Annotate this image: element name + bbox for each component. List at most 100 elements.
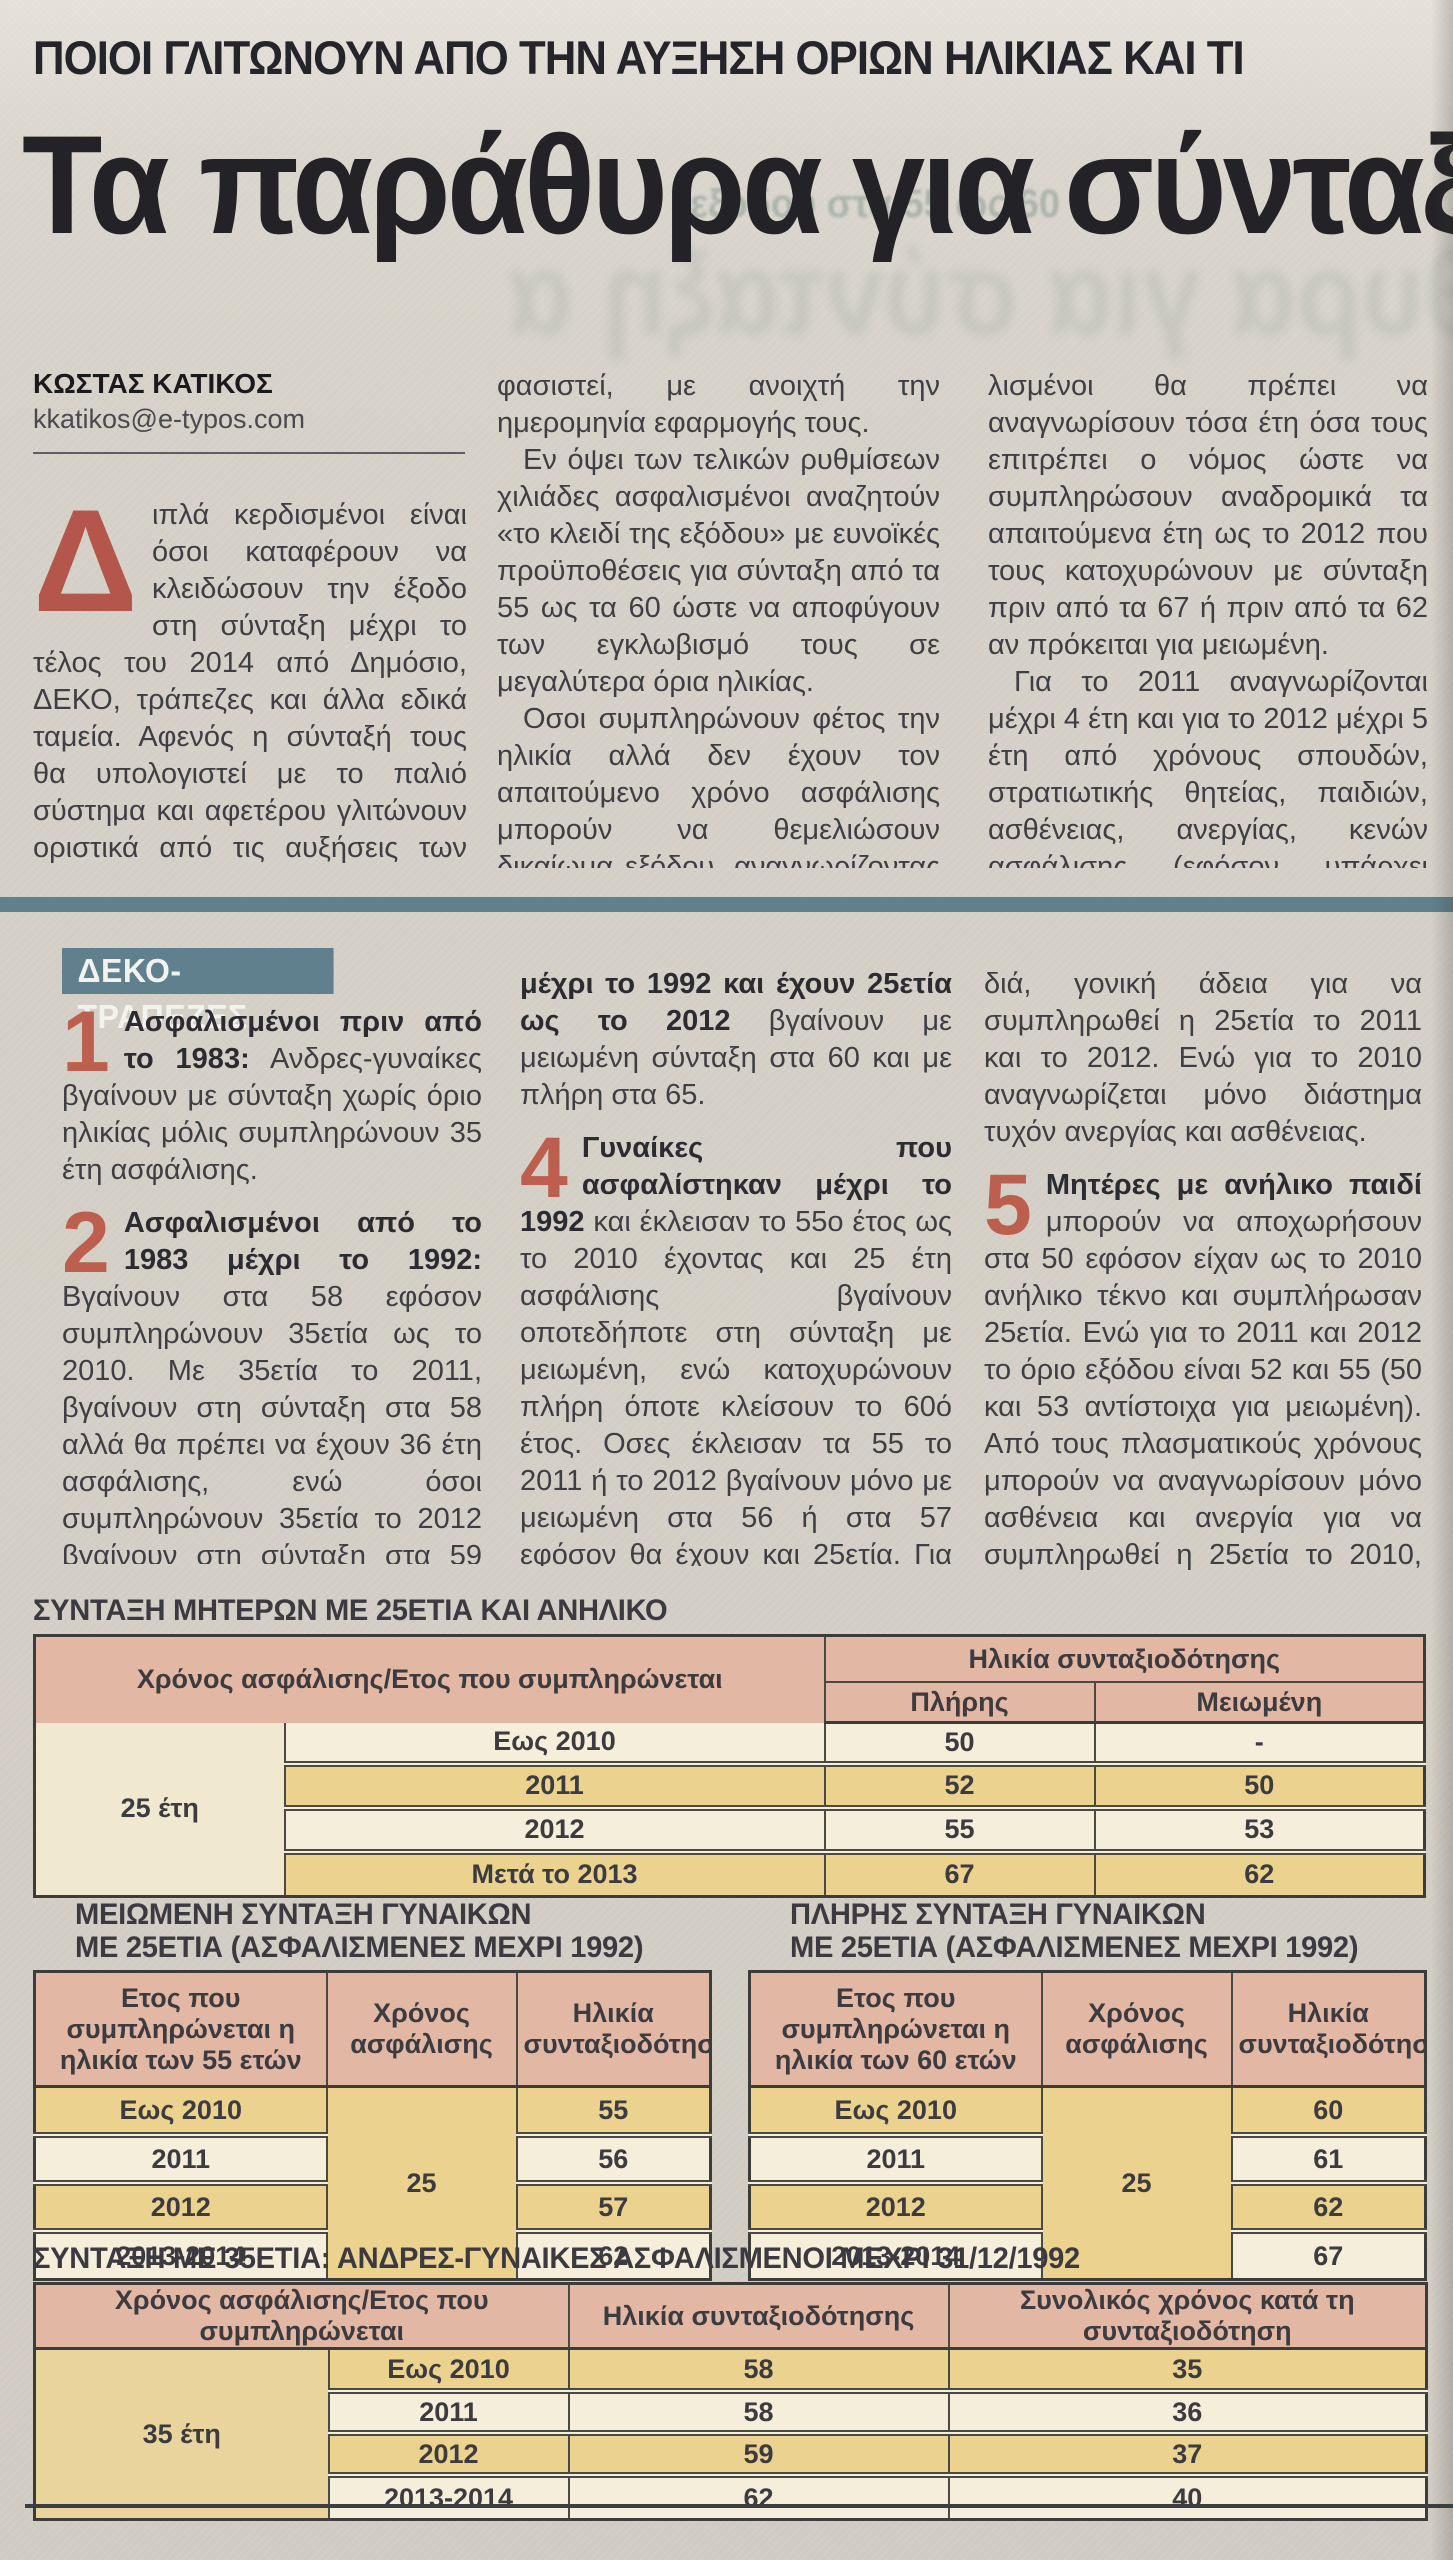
header-cell: Ηλικία συνταξιοδότησης [1230,1971,1427,2088]
list-item: διά, γονική άδεια για να συμπληρωθεί η 2… [984,966,1422,1151]
value-cell: 53 [1093,1804,1426,1852]
item-body: διά, γονική άδεια για να συμπληρωθεί η 2… [984,968,1422,1148]
table-full-women: Ετος που συμπληρώνεται η ηλικία των 60 ε… [748,1970,1427,2281]
ghost-bleed-text: εξόδου στα 55 ως 60 [690,182,1060,226]
article-paragraph: Οσοι συμπληρώνουν φέτος την ηλικία αλλά … [497,703,940,868]
table-row: Εως 2010 25 60 [748,2086,1427,2280]
year-cell: 2012 [327,2430,570,2475]
value-cell: 37 [947,2430,1428,2475]
table-title-full-women: ΠΛΗΡΗΣ ΣΥΝΤΑΞΗ ΓΥΝΑΙΚΩΝ ΜΕ 25ΕΤΙΑ (ΑΣΦΑΛ… [790,1898,1359,1964]
value-cell: 62 [1230,2180,1427,2231]
list-item: μέχρι το 1992 και έχουν 25ετία ως το 201… [520,966,952,1114]
info-box-column-3: διά, γονική άδεια για να συμπληρωθεί η 2… [984,966,1422,1578]
table-title-35years: ΣΥΝΤΑΞΗ ΜΕ 35ΕΤΙΑ: ΑΝΔΡΕΣ-ΓΥΝΑΙΚΕΣ ΑΣΦΑΛ… [33,2242,1080,2275]
item-number: 4 [520,1120,568,1216]
header-cell: Χρόνος ασφάλισης/Ετος που συμπληρώνεται [33,2283,570,2350]
year-cell: 2012 [748,2180,1043,2231]
value-cell: 58 [567,2348,950,2391]
value-cell: 56 [515,2132,712,2183]
value-cell: 61 [1230,2132,1427,2183]
value-cell: 58 [567,2388,950,2433]
article-column-3: λισμένοι θα πρέπει να αναγνωρίσουν τόσα … [988,368,1428,868]
header-cell: Ηλικία συνταξιοδότησης [823,1635,1426,1682]
year-cell: 2012 [283,1804,826,1852]
item-number: 2 [62,1195,110,1291]
header-cell: Ηλικία συνταξιοδότησης [567,2283,950,2350]
article-paragraph: φασιστεί, με ανοιχτή την ημερομηνία εφαρ… [497,370,940,439]
list-item: 1 Ασφαλισμένοι πριν από το 1983: Ανδρες-γ… [62,1004,482,1189]
table-row: 2011 61 [748,2132,1427,2183]
value-cell: 50 [823,1722,1096,1764]
table-row: 2011 56 [33,2132,712,2183]
byline-email: kkatikos@e-typos.com [33,404,305,434]
drop-cap: Δ [33,497,138,642]
table-row: 35 έτη Εως 2010 58 35 [33,2348,1428,2520]
table-row: 2012 55 53 [35,1804,1426,1852]
item-lead: Ασφαλισμένοι πριν από το 1983: [123,1006,482,1075]
section-divider-bar [0,897,1453,912]
title-line: ΜΕ 25ΕΤΙΑ (ΑΣΦΑΛΙΣΜΕΝΕΣ ΜΕΧΡΙ 1992) [790,1931,1359,1964]
value-cell: 62 [567,2472,950,2520]
value-cell: 50 [1093,1760,1426,1808]
article-text: ιπλά κερδισμένοι είναι όσοι καταφέρουν ν… [33,499,467,864]
table-row: 25 έτη Εως 2010 50 - [33,1722,1426,1896]
value-cell: 57 [515,2180,712,2231]
time-cell: 25 [1040,2086,1233,2280]
list-item: 2 Ασφαλισμένοι από το 1983 μέχρι το 1992:… [62,1195,482,1564]
value-cell: - [1093,1722,1426,1764]
header-cell: Συνολικός χρόνος κατά τη συνταξιοδότηση [947,2283,1428,2350]
item-lead: Ασφαλισμένοι από το 1983 μέχρι το 1992: [123,1207,482,1276]
table-35years: Χρόνος ασφάλισης/Ετος που συμπληρώνεται … [33,2282,1429,2521]
year-cell: 2012 [33,2180,328,2231]
table-mothers: Χρόνος ασφάλισης/Ετος που συμπληρώνεται … [33,1634,1427,1898]
table-row: 2012 59 37 [35,2430,1428,2475]
header-cell: Μειωμένη [1093,1681,1426,1724]
table-row: 2013-2014 62 40 [35,2472,1428,2520]
article-paragraph: λισμένοι θα πρέπει να αναγνωρίσουν τόσα … [988,370,1428,661]
year-cell: Εως 2010 [327,2348,570,2391]
item-body: και έκλεισαν το 55ο έτος ως το 2010 έχον… [520,1206,952,1566]
value-cell: 40 [947,2472,1428,2520]
article-paragraph: Για το 2011 αναγνωρίζονται μέχρι 4 έτη κ… [988,664,1428,868]
header-cell: Ηλικία συνταξιοδότησης [515,1971,712,2088]
header-cell: Ετος που συμπληρώνεται η ηλικία των 55 ε… [33,1971,328,2088]
value-cell: 59 [567,2430,950,2475]
value-cell: 67 [823,1848,1096,1896]
year-cell: 2013-2014 [33,2228,328,2280]
year-cell: Εως 2010 [33,2086,328,2135]
table-title-mothers: ΣΥΝΤΑΞΗ ΜΗΤΕΡΩΝ ΜΕ 25ΕΤΙΑ ΚΑΙ ΑΝΗΛΙΚΟ [33,1594,668,1627]
item-body: βγαίνουν με μειωμένη σύνταξη στα 60 και … [520,1005,952,1111]
table-row: 2011 52 50 [35,1760,1426,1808]
article-paragraph: Εν όψει των τελικών ρυθμίσεων χιλιάδες α… [497,444,940,698]
value-cell: 52 [823,1760,1096,1808]
byline-author: ΚΩΣΤΑΣ ΚΑΤΙΚΟΣ [33,368,273,399]
table-title-reduced-women: ΜΕΙΩΜΕΝΗ ΣΥΝΤΑΞΗ ΓΥΝΑΙΚΩΝ ΜΕ 25ΕΤΙΑ (ΑΣΦ… [75,1898,644,1964]
year-cell: Εως 2010 [748,2086,1043,2135]
value-cell: 67 [1230,2228,1427,2280]
year-cell: 2013-2014 [748,2228,1043,2280]
article-text: Για το 2011 αναγνωρίζονται μέχρι 4 έτη κ… [988,666,1428,868]
byline-divider [33,452,465,454]
title-line: ΜΕ 25ΕΤΙΑ (ΑΣΦΑΛΙΣΜΕΝΕΣ ΜΕΧΡΙ 1992) [75,1931,644,1964]
time-cell: 25 [325,2086,518,2280]
table-row: 2011 58 36 [35,2388,1428,2433]
info-box-title: ΔΕΚΟ-ΤΡΑΠΕΖΕΣ [62,948,334,1035]
value-cell: 62 [1093,1848,1426,1896]
item-body: Ανδρες-γυναίκες βγαίνουν με σύνταξη χωρί… [62,1043,482,1186]
table-row: 2012 62 [748,2180,1427,2231]
bottom-divider-rule [25,2504,1453,2508]
article-column-2: φασιστεί, με ανοιχτή την ημερομηνία εφαρ… [497,368,940,868]
year-cell: 2011 [33,2132,328,2183]
header-cell: Ετος που συμπληρώνεται η ηλικία των 60 ε… [748,1971,1043,2088]
year-cell: 2013-2014 [327,2472,570,2520]
title-line: ΜΕΙΩΜΕΝΗ ΣΥΝΤΑΞΗ ΓΥΝΑΙΚΩΝ [75,1898,532,1931]
item-number: 5 [984,1157,1032,1253]
header-cell: Χρόνος ασφάλισης [325,1971,518,2088]
value-cell: 62 [515,2228,712,2280]
value-cell: 36 [947,2388,1428,2433]
year-cell: Μετά το 2013 [283,1848,826,1896]
year-cell: 2011 [748,2132,1043,2183]
